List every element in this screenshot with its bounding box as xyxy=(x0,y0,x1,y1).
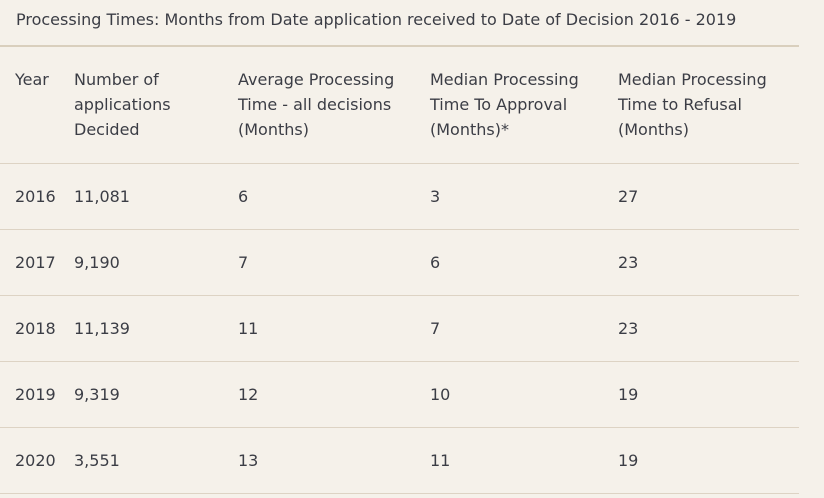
cell-average-time: 7 xyxy=(238,229,430,296)
cell-average-time: 13 xyxy=(238,427,430,494)
processing-times-table: Year Number of applications Decided Aver… xyxy=(0,47,799,494)
table-caption: Processing Times: Months from Date appli… xyxy=(16,10,737,29)
cell-median-approval: 11 xyxy=(430,427,618,494)
cell-median-approval: 3 xyxy=(430,163,618,230)
cell-average-time: 11 xyxy=(238,295,430,362)
cell-year: 2020 xyxy=(0,427,74,494)
table-row: 2020 3,551 13 11 19 xyxy=(0,427,799,494)
cell-median-approval: 10 xyxy=(430,361,618,428)
cell-median-refusal: 23 xyxy=(618,295,799,362)
table-row: 2016 11,081 6 3 27 xyxy=(0,163,799,230)
cell-median-refusal: 19 xyxy=(618,427,799,494)
cell-year: 2019 xyxy=(0,361,74,428)
cell-applications-decided: 11,139 xyxy=(74,295,238,362)
cell-year: 2017 xyxy=(0,229,74,296)
cell-applications-decided: 9,190 xyxy=(74,229,238,296)
cell-median-refusal: 23 xyxy=(618,229,799,296)
cell-applications-decided: 9,319 xyxy=(74,361,238,428)
header-year: Year xyxy=(0,47,74,164)
table-header-row: Year Number of applications Decided Aver… xyxy=(0,47,799,164)
cell-median-refusal: 27 xyxy=(618,163,799,230)
cell-applications-decided: 3,551 xyxy=(74,427,238,494)
header-average-processing-time: Average Processing Time - all decisions … xyxy=(238,47,430,164)
table-row: 2019 9,319 12 10 19 xyxy=(0,361,799,428)
header-median-time-approval: Median Processing Time To Approval (Mont… xyxy=(430,47,618,164)
cell-year: 2018 xyxy=(0,295,74,362)
header-applications-decided: Number of applications Decided xyxy=(74,47,238,164)
cell-average-time: 6 xyxy=(238,163,430,230)
table-row: 2017 9,190 7 6 23 xyxy=(0,229,799,296)
table-row: 2018 11,139 11 7 23 xyxy=(0,295,799,362)
cell-median-approval: 6 xyxy=(430,229,618,296)
header-median-time-refusal: Median Processing Time to Refusal (Month… xyxy=(618,47,799,164)
cell-applications-decided: 11,081 xyxy=(74,163,238,230)
cell-median-approval: 7 xyxy=(430,295,618,362)
caption-divider xyxy=(0,45,799,47)
cell-median-refusal: 19 xyxy=(618,361,799,428)
cell-average-time: 12 xyxy=(238,361,430,428)
cell-year: 2016 xyxy=(0,163,74,230)
